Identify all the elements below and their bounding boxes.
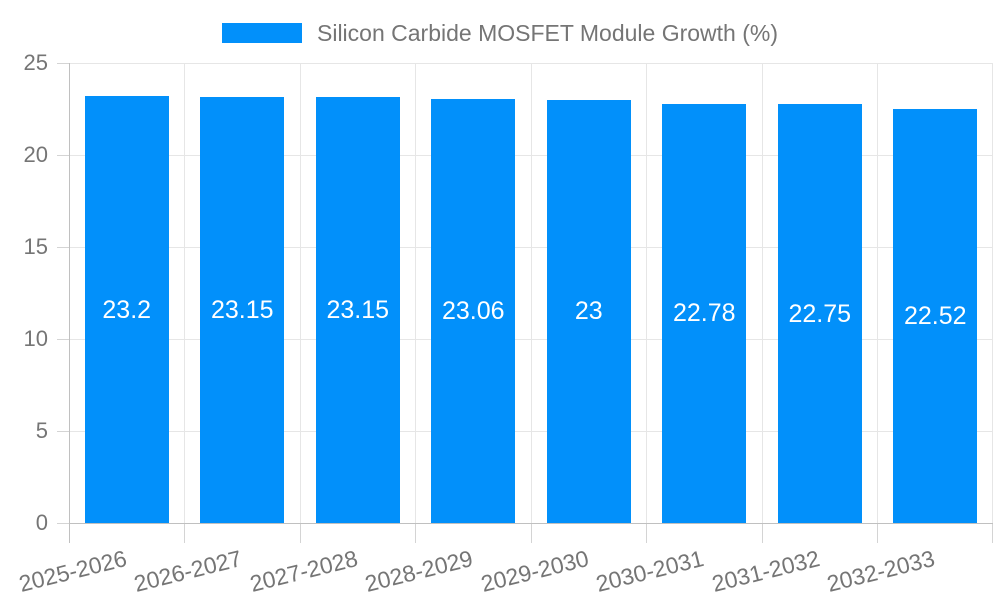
x-gridline (415, 63, 416, 523)
x-tick-label: 2026-2027 (131, 545, 245, 597)
x-gridline (877, 63, 878, 523)
x-axis-line (69, 523, 993, 524)
y-tick-mark (57, 246, 69, 248)
x-gridline (299, 63, 301, 523)
bar[interactable] (546, 99, 631, 523)
bar-value-label: 23.06 (441, 296, 505, 325)
legend-label: Silicon Carbide MOSFET Module Growth (%) (317, 20, 778, 46)
bar[interactable] (200, 97, 285, 523)
bar-value-label: 23.15 (210, 296, 274, 325)
bar-value-label: 23 (574, 297, 603, 326)
plot-area: 0 5 10 15 20 25 23.2 2025-2026 23.15 2026-2027 23.… (16, 50, 993, 597)
x-gridline (761, 63, 763, 523)
y-tick-label: 5 (35, 418, 48, 443)
bar-value-label: 23.15 (326, 296, 390, 325)
y-tick-mark (57, 62, 69, 64)
bar[interactable] (777, 104, 862, 523)
x-tick-mark (761, 523, 763, 543)
x-tick-label: 2030-2031 (593, 545, 707, 597)
x-gridline (184, 63, 185, 523)
x-tick-mark (299, 523, 301, 543)
bar[interactable] (84, 96, 169, 523)
legend-swatch (222, 23, 302, 43)
x-tick-mark (184, 523, 185, 543)
bar[interactable] (893, 108, 978, 523)
y-tick-mark (57, 430, 69, 432)
bar-value-label: 22.52 (903, 301, 967, 330)
y-tick-label: 25 (23, 50, 48, 75)
y-axis-line (69, 63, 70, 523)
x-tick-label: 2031-2032 (709, 545, 823, 597)
y-tick-label: 20 (23, 142, 48, 167)
x-tick-label: 2027-2028 (247, 545, 361, 597)
x-tick-mark (991, 523, 993, 543)
x-gridline (646, 63, 647, 523)
bar-value-label: 23.2 (102, 295, 152, 324)
x-tick-mark (646, 523, 647, 543)
x-gridline (991, 63, 993, 523)
x-tick-mark (68, 523, 70, 543)
x-tick-mark (530, 523, 532, 543)
x-tick-mark (877, 523, 878, 543)
y-tick-mark (57, 154, 69, 156)
x-tick-label: 2032-2033 (824, 545, 938, 597)
bar[interactable] (315, 97, 400, 523)
x-gridline (530, 63, 532, 523)
y-tick-mark (57, 338, 69, 340)
y-tick-label: 15 (23, 234, 48, 259)
x-tick-label: 2025-2026 (16, 545, 130, 597)
x-tick-label: 2029-2030 (478, 545, 592, 597)
x-tick-mark (415, 523, 416, 543)
y-tick-mark (57, 522, 69, 524)
bar-value-label: 22.75 (788, 299, 852, 328)
bar[interactable] (431, 98, 516, 523)
y-tick-label: 10 (23, 326, 48, 351)
y-tick-label: 0 (35, 510, 48, 535)
bar[interactable] (662, 103, 747, 523)
x-tick-label: 2028-2029 (362, 545, 476, 597)
legend-item[interactable]: Silicon Carbide MOSFET Module Growth (%) (0, 20, 1000, 46)
bar-value-label: 22.78 (672, 299, 736, 328)
